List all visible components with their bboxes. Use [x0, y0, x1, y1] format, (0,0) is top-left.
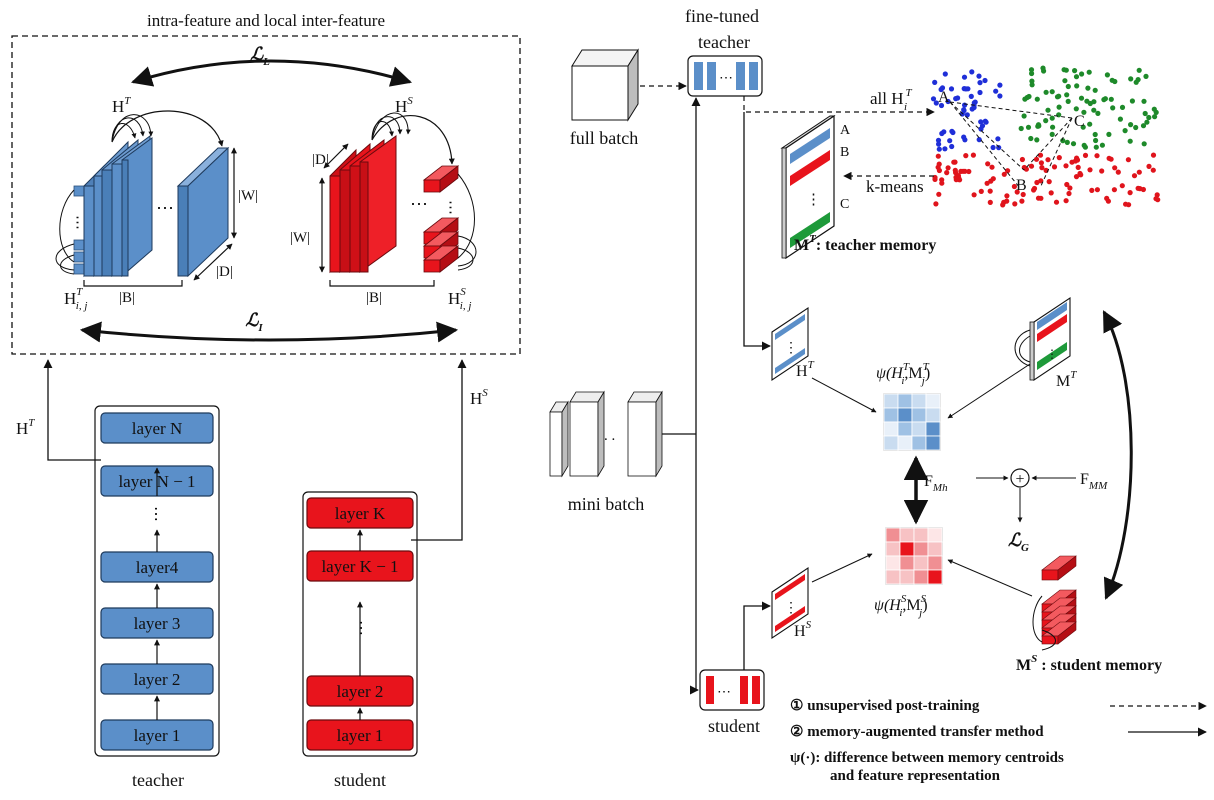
sum-node	[1010, 468, 1030, 488]
teacher-h-card: ⋮ HT	[771, 306, 815, 382]
student-module-label: student	[708, 716, 760, 736]
mini-batch: . . mini batch	[549, 390, 663, 514]
student-layer-label: layer 2	[337, 682, 384, 701]
svg-text:B: B	[1016, 177, 1027, 194]
intra-inter-feature-box: intra-feature and local inter-feature ℒL…	[11, 11, 521, 355]
loss-i-arrow	[79, 321, 459, 343]
svg-text:A: A	[938, 89, 950, 106]
loss-g-label: ℒG	[1008, 530, 1029, 554]
legend-item-2: ② memory-augmented transfer method	[790, 724, 1044, 740]
teacher-layer-label: layer 2	[134, 670, 181, 689]
svg-text:ψ(HSi,MSj): ψ(HS i,MS j)	[874, 593, 928, 619]
student-ellipsis: ⋯	[352, 620, 369, 636]
svg-text:C: C	[840, 197, 849, 212]
student-memory-label: MS : student memory	[1016, 653, 1162, 674]
student-h-card: ⋮ HS	[771, 566, 812, 640]
teacher-memory-label: MT: teacher memory	[794, 233, 936, 254]
student-feature-block: ⋯ ⋯ |D| |W| |B| HS i, j	[290, 112, 477, 312]
svg-text:⋯: ⋯	[442, 200, 458, 215]
student-dim-w: |W|	[290, 230, 310, 246]
teacher-memory-right: ⋮ MT	[1014, 296, 1077, 390]
student-stack: layer K layer K − 1 layer 2 layer 1 ⋯ stude…	[302, 359, 488, 790]
student-h-card-label: HS	[794, 619, 812, 640]
student-dim-b: |B|	[366, 290, 382, 306]
teacher-layer-label: layer 1	[134, 726, 181, 745]
svg-text:A: A	[840, 123, 851, 138]
box-teacher-h-label: HT	[112, 95, 131, 116]
teacher-output-h: HT	[16, 417, 35, 438]
svg-text:B: B	[840, 145, 849, 160]
k-means-label: k-means	[866, 177, 924, 196]
student-psi-matrix: ψ(HS i,MS j)	[874, 527, 943, 619]
mini-batch-label: mini batch	[568, 494, 644, 514]
cluster-scatter: A C B	[930, 65, 1161, 208]
legend: ① unsupervised post-training ② memory-au…	[790, 698, 1207, 784]
svg-text:⋮: ⋮	[1046, 347, 1058, 361]
svg-text:⋯: ⋯	[410, 194, 428, 214]
teacher-caption: teacher	[132, 770, 184, 790]
student-memory: MS : student memory	[1016, 555, 1162, 674]
svg-text:⋯: ⋯	[717, 685, 731, 700]
teacher-layer-label: layer4	[136, 558, 179, 577]
student-module: ⋯ student	[699, 669, 765, 736]
teacher-memory-card: ⋮ A B C MT: teacher memory	[780, 114, 936, 260]
full-batch-label: full batch	[570, 128, 638, 148]
box-student-h-label: HS	[395, 95, 413, 116]
svg-text:⋮: ⋮	[784, 601, 798, 616]
fine-tuned-teacher: fine-tuned teacher ⋯	[685, 6, 763, 97]
loss-l-label: ℒL	[250, 44, 270, 68]
svg-text:⋮: ⋮	[784, 341, 798, 356]
student-layer-1	[306, 497, 414, 529]
legend-item-1: ① unsupervised post-training	[790, 698, 980, 714]
f-mh-label: FMh	[924, 473, 948, 494]
student-dim-d: |D|	[312, 152, 329, 168]
teacher-psi-matrix: ψ(HT i,MT j)	[876, 361, 941, 451]
teacher-dim-b: |B|	[119, 290, 135, 306]
teacher-h-card-label: HT	[796, 359, 815, 380]
svg-text:ψ(HTi,MTj): ψ(HT i,MT j)	[876, 361, 930, 387]
f-mm-label: FMM	[1080, 471, 1108, 492]
loss-i-label: ℒI	[245, 310, 263, 334]
student-layer-label: layer K	[335, 504, 386, 523]
svg-text:fine-tuned: fine-tuned	[685, 6, 759, 26]
legend-item-3a: ψ(·): difference between memory centroid…	[790, 750, 1064, 766]
svg-text:C: C	[1074, 113, 1085, 130]
mt-right-label: MT	[1056, 369, 1077, 390]
teacher-dim-d: |D|	[216, 264, 233, 280]
svg-text:⋯: ⋯	[156, 198, 174, 218]
teacher-ellipsis: ⋯	[147, 506, 164, 522]
svg-text:⋯: ⋯	[69, 215, 85, 230]
svg-text:⋮: ⋮	[806, 192, 821, 208]
memory-link-arrow	[1102, 310, 1133, 600]
loss-l-arrow	[130, 59, 413, 87]
student-caption: student	[334, 770, 386, 790]
svg-text:+: +	[1015, 471, 1024, 488]
teacher-dim-w: |W|	[238, 188, 258, 204]
teacher-layer-label: layer 3	[134, 614, 181, 633]
svg-text:teacher: teacher	[698, 32, 750, 52]
full-batch-cube: full batch	[570, 48, 639, 148]
teacher-layer-1	[100, 412, 214, 444]
teacher-feature-block: ⋯	[55, 110, 258, 312]
student-output-h: HS	[470, 387, 488, 408]
svg-text:⋯: ⋯	[719, 71, 733, 86]
svg-text:. .: . .	[604, 428, 615, 444]
box-title: intra-feature and local inter-feature	[147, 11, 385, 30]
legend-item-3b: and feature representation	[830, 768, 1001, 784]
student-layer-label: layer K − 1	[321, 557, 398, 576]
student-layer-label: layer 1	[337, 726, 384, 745]
student-hij-label: HS i, j	[448, 286, 471, 312]
teacher-layer-label: layer N	[132, 419, 183, 438]
teacher-hij-label: HT i, j	[64, 286, 87, 312]
